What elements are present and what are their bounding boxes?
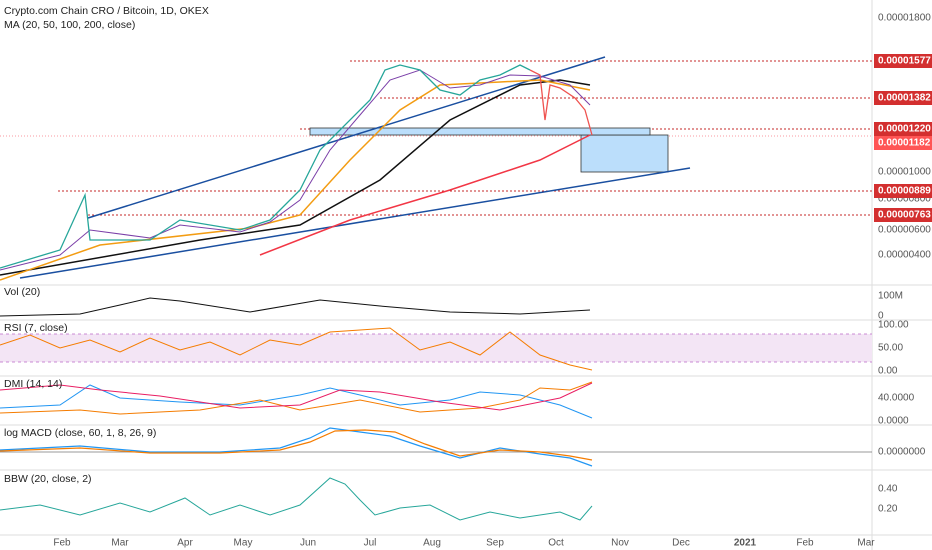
- price-tag: [874, 122, 932, 136]
- time-label: Apr: [177, 538, 193, 549]
- time-label: Oct: [548, 538, 564, 549]
- price-label: 0.00000600: [878, 225, 931, 236]
- time-label: 2021: [734, 538, 757, 549]
- price-label: 0.00001800: [878, 13, 931, 24]
- time-label: Feb: [796, 538, 814, 549]
- price-tag: [874, 54, 932, 68]
- pane-title: log MACD (close, 60, 1, 8, 26, 9): [4, 427, 156, 439]
- price-tag-label: 0.00000763: [878, 210, 931, 221]
- pane-title: BBW (20, close, 2): [4, 473, 92, 485]
- price-tag: [874, 91, 932, 105]
- target-box: [580, 134, 669, 173]
- time-label: Nov: [611, 538, 629, 549]
- pane-axis-label: 0: [878, 311, 884, 322]
- price-tag: [874, 184, 932, 198]
- price-label: 0.00001000: [878, 167, 931, 178]
- pane-title: RSI (7, close): [4, 322, 68, 334]
- pane-axis-label: 50.00: [878, 343, 903, 354]
- time-label: Mar: [111, 538, 129, 549]
- time-label: Dec: [672, 538, 690, 549]
- price-label: 0.00000400: [878, 250, 931, 261]
- time-label: Jul: [364, 538, 377, 549]
- pane-axis-label: 40.0000: [878, 393, 915, 404]
- price-tag-label: 0.00001182: [878, 138, 931, 149]
- chart-title: Crypto.com Chain CRO / Bitcoin, 1D, OKEX: [4, 5, 209, 17]
- indicator-label: MA (20, 50, 100, 200, close): [4, 19, 135, 31]
- pane-axis-label: 0.40: [878, 484, 898, 495]
- pane-axis-label: 0.0000000: [878, 447, 926, 458]
- price-tag-label: 0.00001220: [878, 124, 931, 135]
- pane-axis-label: 0.20: [878, 504, 898, 515]
- pane-axis-label: 0.00: [878, 366, 898, 377]
- time-label: May: [234, 538, 253, 549]
- price-tag: [874, 136, 932, 150]
- pane-title: DMI (14, 14): [4, 378, 62, 390]
- time-label: Feb: [53, 538, 71, 549]
- price-tag-label: 0.00000889: [878, 186, 931, 197]
- price-tag-label: 0.00001577: [878, 56, 931, 67]
- time-label: Aug: [423, 538, 441, 549]
- zone: [309, 127, 651, 136]
- time-label: Jun: [300, 538, 316, 549]
- price-tag-label: 0.00001382: [878, 93, 931, 104]
- time-label: Sep: [486, 538, 504, 549]
- pane-axis-label: 100M: [878, 291, 903, 302]
- pane-axis-label: 100.00: [878, 320, 909, 331]
- price-tag: [874, 208, 932, 222]
- pane-title: Vol (20): [4, 286, 40, 298]
- price-label: 0.00000800: [878, 194, 931, 205]
- pane-axis-label: 0.0000: [878, 416, 909, 427]
- time-label: Mar: [857, 538, 875, 549]
